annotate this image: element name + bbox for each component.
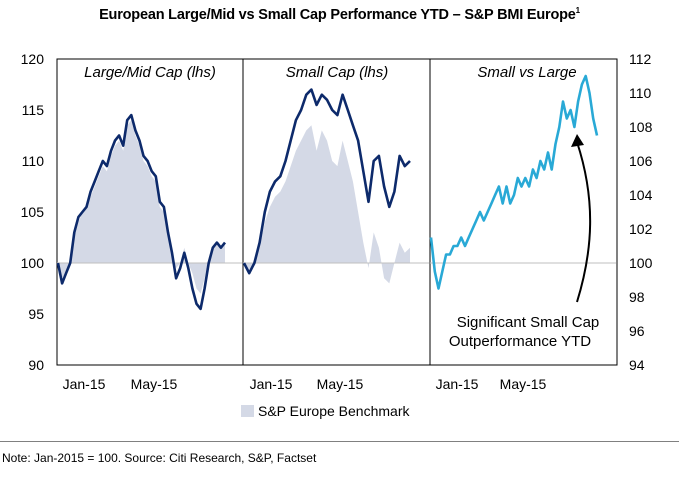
benchmark-area-panel-0 (58, 120, 225, 294)
panel-title-small-cap: Small Cap (lhs) (286, 64, 389, 81)
x-axis-ticks: Jan-15 May-15 Jan-15 May-15 Jan-15 May-15 (63, 376, 547, 392)
series-line-large-mid-cap (56, 113, 227, 311)
y-tick-label-right: 108 (629, 119, 653, 135)
y-tick-label-left: 120 (21, 51, 45, 67)
annotation-arrowhead (571, 134, 584, 147)
chart-title: European Large/Mid vs Small Cap Performa… (0, 6, 679, 23)
right-y-axis: 94 96 98 100 102 104 106 108 110 112 (629, 51, 653, 373)
chart-title-text: European Large/Mid vs Small Cap Performa… (99, 6, 576, 23)
y-tick-label-right: 112 (629, 51, 652, 67)
footnote-rule (0, 441, 679, 442)
y-tick-label-left: 115 (22, 102, 45, 118)
y-tick-label-left: 100 (21, 255, 45, 271)
x-tick-label: May-15 (131, 376, 178, 392)
y-tick-label-right: 102 (629, 221, 653, 237)
benchmark-area-panel-1 (244, 125, 410, 284)
legend-label: S&P Europe Benchmark (258, 403, 410, 419)
performance-chart: 90 95 100 105 110 115 120 94 96 98 100 102 104 106 10… (21, 51, 653, 419)
x-tick-label: Jan-15 (436, 376, 479, 392)
y-tick-label-left: 105 (21, 204, 45, 220)
y-tick-label-right: 110 (629, 85, 652, 101)
y-tick-label-left: 90 (28, 357, 44, 373)
annotation-arrow (576, 141, 592, 303)
plot-frame (56, 58, 618, 366)
series-lines (56, 74, 599, 311)
y-tick-label-left: 95 (28, 306, 44, 322)
x-tick-label: Jan-15 (250, 376, 293, 392)
annotation-line-1: Significant Small Cap (457, 314, 600, 331)
benchmark-areas (58, 120, 410, 294)
y-tick-label-right: 106 (629, 153, 653, 169)
x-tick-label: May-15 (317, 376, 364, 392)
series-line-small-vs-large (429, 74, 599, 290)
footnote: Note: Jan-2015 = 100. Source: Citi Resea… (2, 451, 317, 465)
series-line-small-cap (242, 88, 411, 275)
annotation-line-2: Outperformance YTD (449, 333, 591, 350)
y-tick-label-left: 110 (22, 153, 45, 169)
y-tick-label-right: 98 (629, 289, 645, 305)
x-tick-label: Jan-15 (63, 376, 106, 392)
y-tick-label-right: 96 (629, 323, 645, 339)
legend-swatch (241, 405, 254, 417)
panel-title-large-mid: Large/Mid Cap (lhs) (84, 64, 216, 81)
y-tick-label-right: 100 (629, 255, 653, 271)
x-tick-label: May-15 (500, 376, 547, 392)
left-y-axis: 90 95 100 105 110 115 120 (21, 51, 45, 373)
chart-title-footnote-marker: 1 (575, 6, 580, 15)
y-tick-label-right: 104 (629, 187, 653, 203)
panel-title-small-vs-large: Small vs Large (477, 64, 576, 81)
y-tick-label-right: 94 (629, 357, 645, 373)
